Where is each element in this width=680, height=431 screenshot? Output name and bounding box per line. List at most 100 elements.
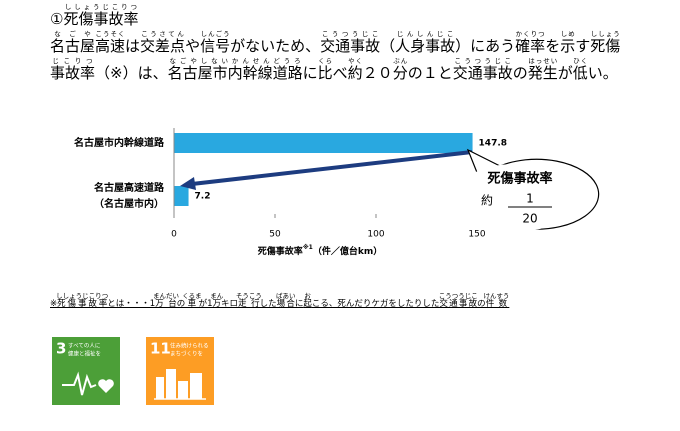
furigana: ししょう: [590, 30, 621, 38]
text: や: [185, 37, 201, 55]
furigana: なごやしないかんせんどうろ: [167, 57, 303, 65]
furigana: かくりつ: [515, 30, 546, 38]
x-tick-label: 100: [367, 230, 384, 240]
text: ）にあう: [455, 37, 516, 55]
text: 件数: [483, 299, 510, 309]
furigana: お: [303, 292, 312, 300]
text: 死傷事故率: [63, 10, 139, 28]
ruby-text: 車くるま: [182, 292, 202, 309]
text: の: [512, 64, 528, 82]
ruby-text: 示しめ: [560, 30, 575, 55]
ruby-text: 人身事故じんしんじこ: [395, 30, 456, 55]
text: 事故率: [50, 64, 96, 82]
bar: [174, 133, 473, 153]
furigana: ばあい: [275, 292, 296, 300]
intro-line: 事故率じこりつ（※）は、名古屋市内幹線道路なごやしないかんせんどうろに比くらべ約…: [50, 57, 618, 83]
text: 確率: [515, 37, 546, 55]
data-label: 7.2: [195, 192, 211, 202]
text: 分: [392, 64, 408, 82]
text: 死傷: [590, 37, 621, 55]
furigana: しんごう: [200, 30, 231, 38]
furigana: そうこう: [235, 292, 262, 300]
ruby-text: 交通事故こうつうじこ: [439, 292, 478, 309]
text: 人身事故: [395, 37, 456, 55]
text: （※）は、: [95, 64, 168, 82]
ruby-text: 交通事故こうつうじこ: [452, 57, 513, 82]
text: が1: [198, 299, 213, 309]
text: 交通事故: [320, 37, 381, 55]
ruby-text: 起お: [303, 292, 312, 309]
text: とは・・・1: [107, 299, 156, 309]
text: に: [302, 64, 318, 82]
callout-denominator: 20: [522, 212, 537, 226]
ruby-text: 名古屋市内幹線道路なごやしないかんせんどうろ: [167, 57, 303, 82]
furigana: じんしんじこ: [395, 30, 456, 38]
intro-line: 名古屋なごや高速こうそくは交差点こうさてんや信号しんごうがないため、交通事故こう…: [50, 30, 620, 56]
text: 走行: [235, 299, 262, 309]
ruby-text: 走行そうこう: [235, 292, 262, 309]
sdg-number: 3: [56, 340, 66, 358]
text: の: [477, 299, 486, 309]
heart: [98, 379, 114, 393]
category-label: （名古屋市内）: [94, 197, 164, 210]
label-text: 死傷事故率: [257, 245, 303, 257]
text: の: [176, 299, 186, 309]
text: を: [545, 37, 561, 55]
text: の１と: [407, 64, 453, 82]
ruby-text: 万まん: [210, 292, 224, 309]
callout-prefix: 約: [481, 193, 493, 208]
sdg-pictogram: [62, 371, 114, 396]
furigana: くら: [317, 57, 333, 65]
ruby-text: 約やく: [347, 57, 363, 82]
sdg-number: 11: [150, 340, 171, 358]
text: 車: [182, 299, 202, 309]
text: がないため、: [230, 37, 321, 55]
ruby-text: 分ぶん: [392, 57, 408, 82]
text: 場合: [275, 299, 296, 309]
furigana: まんだい: [152, 292, 179, 300]
heartbeat: [62, 371, 97, 396]
furigana: やく: [347, 57, 363, 65]
arrow-head: [180, 177, 196, 190]
sdg-label: すべての人に: [68, 343, 100, 350]
furigana: くるま: [182, 292, 202, 300]
text: 名古屋市内幹線道路: [167, 64, 303, 82]
text: 約: [347, 64, 363, 82]
ruby-text: 高速こうそく: [95, 30, 125, 55]
building: [156, 377, 164, 399]
callout-numerator: 1: [526, 192, 534, 206]
furigana: しめ: [560, 30, 576, 38]
sdg-label: 健康と福祉を: [68, 350, 101, 358]
sdg-label: 住み続けられる: [170, 342, 209, 350]
text: キロ: [221, 299, 239, 309]
text: す: [575, 37, 591, 55]
footnote: ※死傷事故率ししょうじこりつとは・・・1万台まんだいの車くるまが1万まんキロ走行…: [50, 292, 509, 309]
furigana: ひく: [572, 57, 588, 65]
ruby-text: 万台まんだい: [153, 292, 179, 309]
furigana: なごや: [50, 30, 96, 38]
ruby-text: 死傷事故率ししょうじこりつ: [56, 292, 109, 309]
text: こる、死んだりケガをしたりした: [311, 299, 440, 309]
text: 起: [303, 299, 312, 309]
ruby-text: 場合ばあい: [275, 292, 296, 309]
ruby-text: 交通事故こうつうじこ: [320, 30, 381, 55]
sdg-pictogram: [154, 369, 206, 400]
furigana: こうそく: [95, 30, 126, 38]
text: 比: [317, 64, 333, 82]
furigana: こうつうじこ: [320, 30, 381, 38]
text: 発生: [527, 64, 558, 82]
ruby-text: 信号しんごう: [200, 30, 230, 55]
text: 名古屋: [50, 37, 96, 55]
category-label: 名古屋高速道路: [94, 181, 165, 194]
building: [166, 369, 176, 399]
text: 死傷事故率: [56, 299, 109, 309]
text: べ: [332, 64, 348, 82]
furigana: まん: [210, 292, 224, 300]
building: [178, 381, 188, 399]
ruby-text: 件数けんすう: [483, 292, 510, 309]
text: が: [557, 64, 573, 82]
text: 交通事故: [452, 64, 513, 82]
text: 万: [210, 299, 224, 309]
ruby-text: 交差点こうさてん: [140, 30, 185, 55]
